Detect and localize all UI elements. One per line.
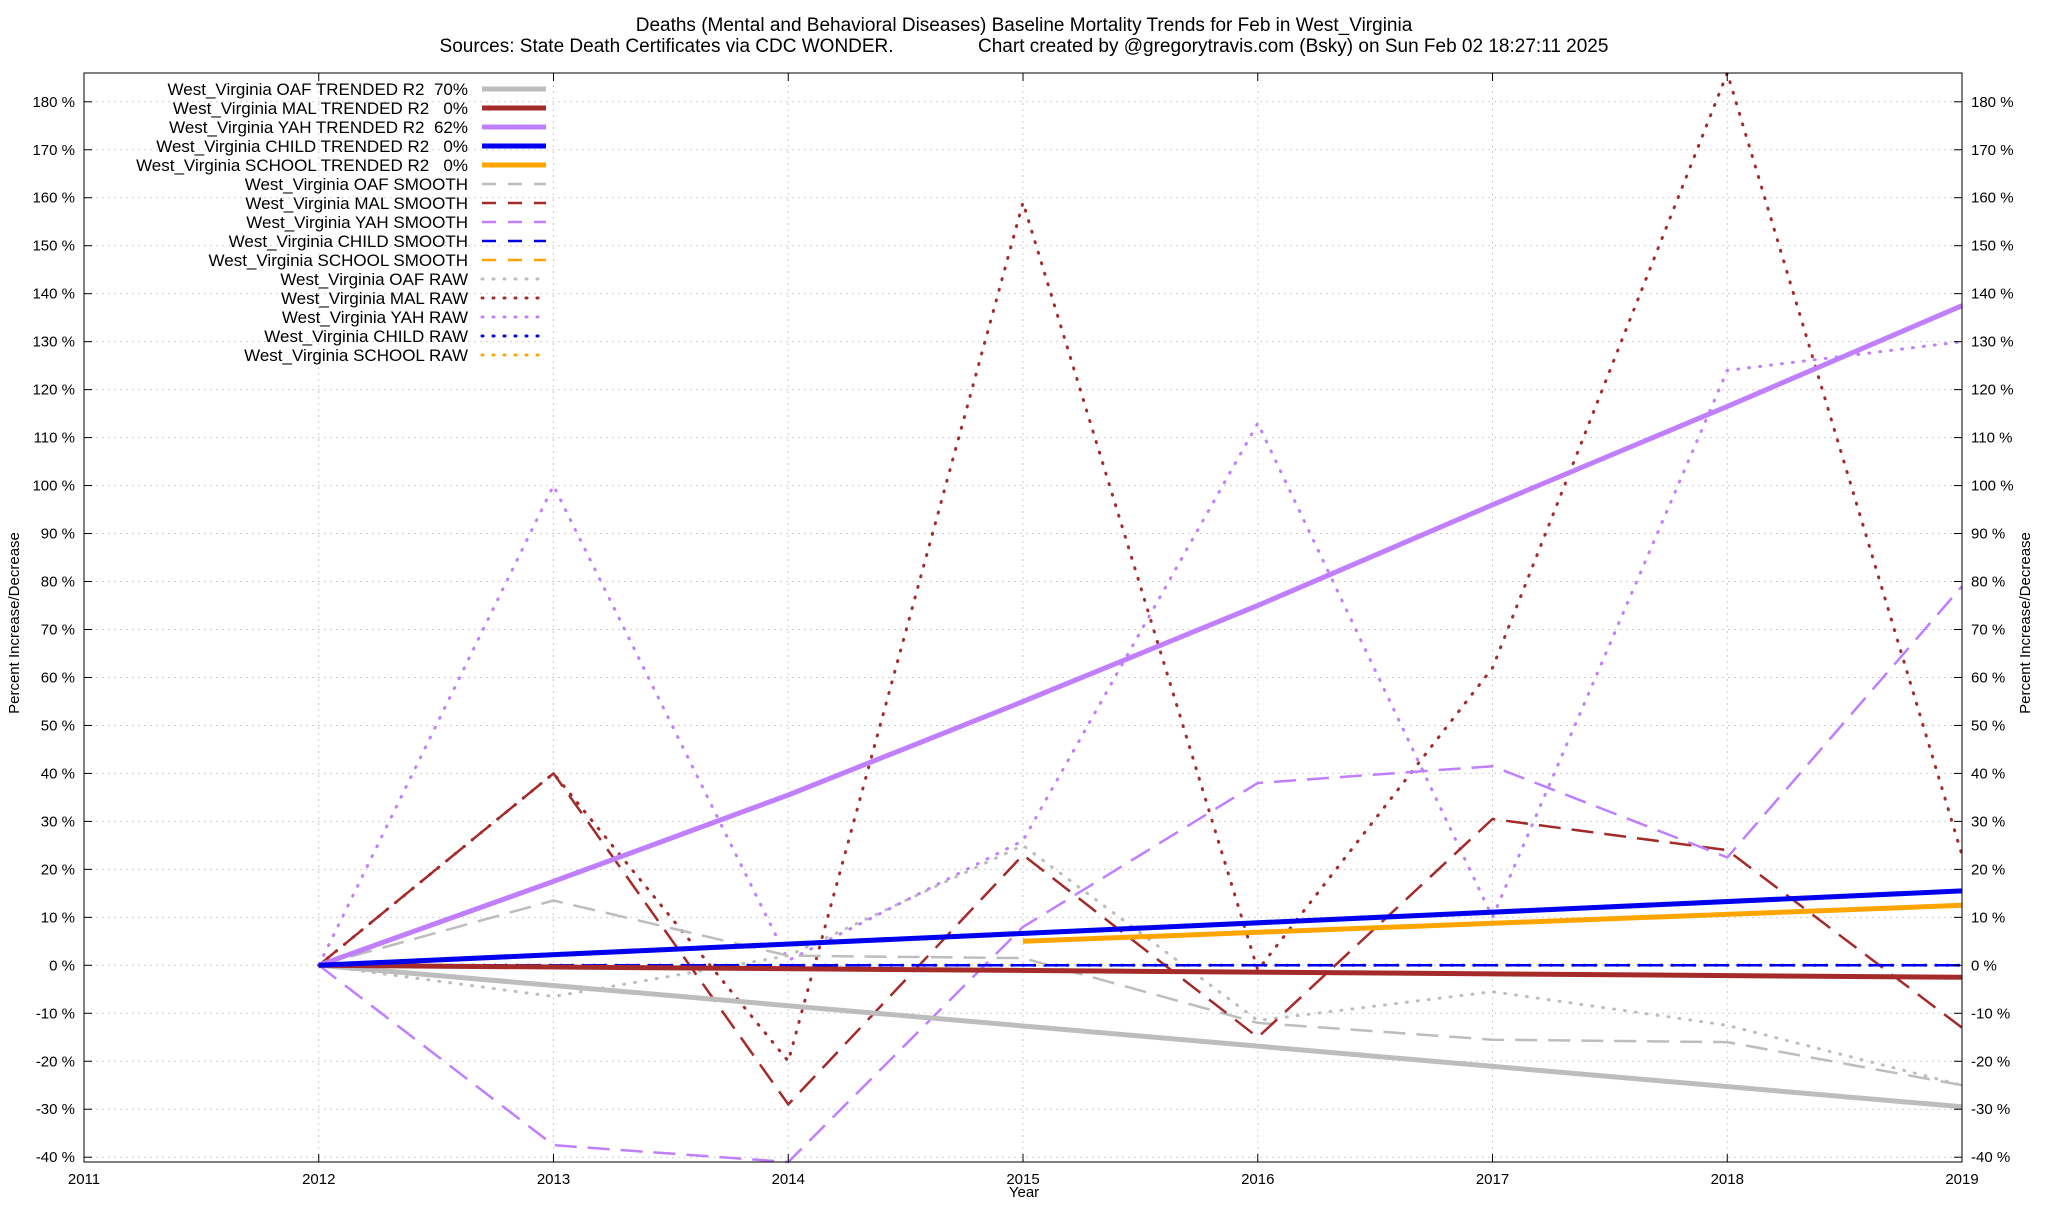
series-line-6 [318, 772, 1963, 1106]
y-tick-label-right: 120 % [1971, 382, 2014, 399]
y-tick-label-right: 80 % [1971, 574, 2005, 591]
y-tick-label-left: -30 % [36, 1101, 75, 1118]
y-tick-label-right: 0 % [1971, 957, 1997, 974]
x-tick-label: 2015 [1006, 1171, 1039, 1188]
x-tick-label: 2014 [772, 1171, 805, 1188]
y-tick-label-right: -40 % [1971, 1149, 2010, 1166]
x-tick-label: 2017 [1476, 1171, 1509, 1188]
legend-label: West_Virginia SCHOOL TRENDED R2 0% [136, 156, 468, 175]
y-tick-label-right: 30 % [1971, 813, 2005, 830]
y-tick-label-right: -20 % [1971, 1053, 2010, 1070]
series-line-12 [317, 340, 1964, 967]
legend-label: West_Virginia SCHOOL SMOOTH [209, 251, 468, 270]
y-tick-label-left: 130 % [32, 334, 75, 351]
y-tick-label-left: -40 % [36, 1149, 75, 1166]
y-tick-label-left: 140 % [32, 286, 75, 303]
y-tick-label-right: 50 % [1971, 717, 2005, 734]
y-tick-label-left: 0 % [49, 957, 75, 974]
legend-label: West_Virginia OAF TRENDED R2 70% [168, 80, 468, 99]
y-tick-label-left: 70 % [41, 621, 75, 638]
y-tick-label-right: 10 % [1971, 909, 2005, 926]
y-axis-label-right: Percent Increase/Decrease [2017, 532, 2034, 714]
series-line-1 [318, 962, 1963, 980]
y-tick-label-left: 40 % [41, 765, 75, 782]
y-tick-label-right: 90 % [1971, 526, 2005, 543]
y-tick-label-right: 130 % [1971, 334, 2014, 351]
y-tick-label-right: 140 % [1971, 286, 2014, 303]
x-tick-label: 2011 [68, 1171, 100, 1188]
x-tick-label: 2012 [302, 1171, 335, 1188]
x-tick-label: 2019 [1945, 1171, 1978, 1188]
y-tick-label-right: 40 % [1971, 765, 2005, 782]
y-tick-label-left: 160 % [32, 190, 75, 207]
legend-label: West_Virginia OAF RAW [280, 270, 468, 289]
legend-label: West_Virginia SCHOOL RAW [244, 346, 468, 365]
y-tick-label-right: 110 % [1971, 430, 2012, 447]
legend-label: West_Virginia CHILD RAW [264, 327, 468, 346]
y-tick-label-left: 120 % [32, 382, 75, 399]
y-tick-label-left: 80 % [41, 574, 75, 591]
y-tick-label-right: 150 % [1971, 238, 2014, 255]
y-tick-label-left: 20 % [41, 861, 75, 878]
y-tick-label-right: -10 % [1971, 1005, 2010, 1022]
series-line-7 [318, 585, 1963, 1164]
y-tick-label-left: 180 % [32, 94, 75, 111]
chart-subtitle: Sources: State Death Certificates via CD… [440, 36, 1609, 57]
y-tick-label-left: 50 % [41, 717, 75, 734]
y-tick-label-left: 150 % [32, 238, 75, 255]
legend-label: West_Virginia MAL SMOOTH [245, 194, 468, 213]
y-tick-label-right: 100 % [1971, 478, 2014, 495]
y-axis-label-left: Percent Increase/Decrease [6, 532, 23, 714]
y-tick-label-left: 170 % [32, 142, 75, 159]
x-tick-label: 2018 [1711, 1171, 1744, 1188]
x-tick-label: 2013 [537, 1171, 570, 1188]
y-tick-label-right: 20 % [1971, 861, 2005, 878]
y-tick-label-right: 70 % [1971, 621, 2005, 638]
y-tick-label-right: 60 % [1971, 669, 2005, 686]
legend-label: West_Virginia OAF SMOOTH [245, 175, 468, 194]
series-line-2 [317, 303, 1963, 968]
x-tick-label: 2016 [1241, 1171, 1274, 1188]
axis-ticks: 2011 2012 2013 2014 2015 2016 2017 2018 2019 -40 … [32, 73, 2014, 1188]
series-line-3 [318, 888, 1963, 968]
chart-title: Deaths (Mental and Behavioral Diseases) … [636, 15, 1413, 36]
y-tick-label-right: -30 % [1971, 1101, 2010, 1118]
y-tick-label-right: 180 % [1971, 94, 2014, 111]
y-tick-label-left: -20 % [36, 1053, 75, 1070]
y-tick-label-left: 110 % [34, 430, 75, 447]
legend-label: West_Virginia CHILD SMOOTH [229, 232, 468, 251]
series-line-0 [318, 962, 1963, 1110]
y-tick-label-right: 170 % [1971, 142, 2014, 159]
y-tick-label-left: 100 % [32, 478, 75, 495]
x-axis-label: Year [1009, 1184, 1039, 1200]
legend: West_Virginia OAF TRENDED R2 70%West_Vir… [136, 80, 548, 365]
series-line-11 [317, 71, 1964, 1063]
legend-label: West_Virginia YAH TRENDED R2 62% [169, 118, 468, 137]
y-tick-label-right: 160 % [1971, 190, 2014, 207]
legend-label: West_Virginia MAL RAW [281, 289, 468, 308]
series-line-4 [1022, 902, 1963, 944]
legend-label: West_Virginia YAH RAW [282, 308, 468, 327]
y-tick-label-left: 60 % [41, 669, 75, 686]
y-tick-label-left: 30 % [41, 813, 75, 830]
y-tick-label-left: -10 % [36, 1005, 75, 1022]
legend-label: West_Virginia YAH SMOOTH [246, 213, 468, 232]
series-lines [317, 71, 1964, 1164]
y-tick-label-left: 10 % [41, 909, 75, 926]
legend-label: West_Virginia MAL TRENDED R2 0% [173, 99, 468, 118]
y-tick-label-left: 90 % [41, 526, 75, 543]
series-line-5 [318, 899, 1963, 1087]
legend-label: West_Virginia CHILD TRENDED R2 0% [156, 137, 468, 156]
grid [83, 73, 1963, 1162]
